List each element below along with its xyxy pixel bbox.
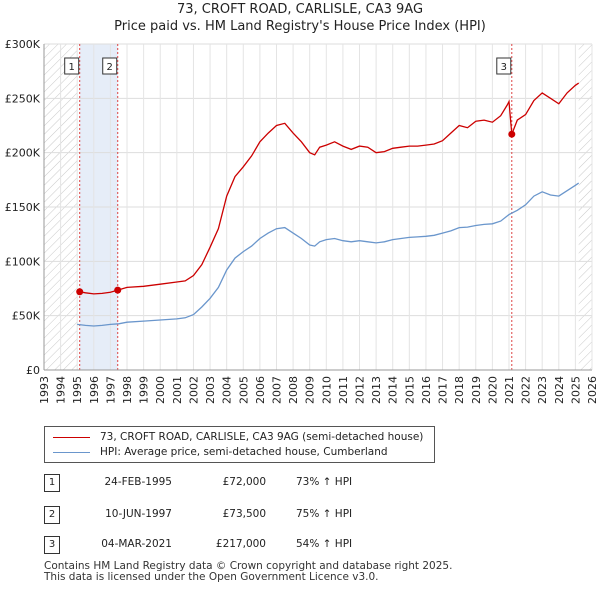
x-tick-label: 2026 <box>586 376 599 404</box>
y-tick-label: £100K <box>5 255 41 268</box>
x-tick-label: 2001 <box>171 376 184 404</box>
x-tick-label: 2023 <box>536 376 549 404</box>
sale-badge <box>496 57 512 75</box>
x-tick-label: 2003 <box>204 376 217 404</box>
sale-date: 10-JUN-1997 <box>105 508 172 520</box>
sale-hpi-change: 75% ↑ HPI <box>296 508 353 520</box>
sale-row: 2 10-JUN-1997 £73,500 75% ↑ HPI <box>44 506 444 524</box>
x-tick-label: 2008 <box>287 376 300 404</box>
x-tick-label: 2013 <box>370 376 383 404</box>
legend-swatch-hpi <box>53 451 90 453</box>
x-tick-label: 2011 <box>337 376 350 404</box>
footer-attribution: Contains HM Land Registry data © Crown c… <box>44 561 452 583</box>
sale-price: £217,000 <box>215 538 266 550</box>
x-tick-label: 2004 <box>221 376 234 404</box>
x-tick-label: 2007 <box>270 376 283 404</box>
sale-point <box>76 288 84 296</box>
y-tick-label: £300K <box>5 38 41 51</box>
footer-line-1: Contains HM Land Registry data © Crown c… <box>44 560 453 572</box>
x-tick-label: 1993 <box>38 376 51 404</box>
x-tick-label: 2005 <box>237 376 250 404</box>
hpi-line <box>77 182 580 327</box>
sale-badge-label: 2 <box>107 62 113 73</box>
y-tick-label: £200K <box>5 147 41 160</box>
sale-price: £73,500 <box>222 508 266 520</box>
sale-row: 3 04-MAR-2021 £217,000 54% ↑ HPI <box>44 536 444 554</box>
x-tick-label: 2006 <box>254 376 267 404</box>
legend-swatch-property <box>53 436 90 438</box>
x-tick-label: 2022 <box>520 376 533 404</box>
sale-hpi-change: 73% ↑ HPI <box>296 476 353 488</box>
x-tick-label: 2024 <box>553 376 566 404</box>
chart-subtitle: Price paid vs. HM Land Registry's House … <box>114 19 486 34</box>
x-tick-label: 1998 <box>121 376 134 404</box>
x-tick-label: 2014 <box>387 376 400 404</box>
sale-number-badge: 1 <box>44 474 60 492</box>
x-tick-label: 2009 <box>304 376 317 404</box>
sale-date: 04-MAR-2021 <box>101 538 172 550</box>
x-tick-label: 2020 <box>486 376 499 404</box>
x-tick-label: 2021 <box>503 376 516 404</box>
x-tick-label: 1994 <box>55 376 68 404</box>
x-tick-label: 2019 <box>470 376 483 404</box>
x-tick-label: 2012 <box>354 376 367 404</box>
x-tick-label: 2016 <box>420 376 433 404</box>
y-tick-label: £250K <box>5 92 41 105</box>
x-tick-label: 2015 <box>403 376 416 404</box>
sale-hpi-change: 54% ↑ HPI <box>296 538 353 550</box>
y-tick-label: £150K <box>5 201 41 214</box>
x-tick-label: 2010 <box>320 376 333 404</box>
legend-label-hpi: HPI: Average price, semi-detached house,… <box>100 446 388 458</box>
footer-line-2: This data is licensed under the Open Gov… <box>44 571 379 583</box>
sale-number-badge: 2 <box>44 506 60 524</box>
legend-item-property: 73, CROFT ROAD, CARLISLE, CA3 9AG (semi-… <box>53 430 423 444</box>
sale-point <box>508 130 516 138</box>
sale-badge-label: 1 <box>69 62 75 73</box>
x-tick-label: 1999 <box>138 376 151 404</box>
sale-point <box>114 286 122 294</box>
sale-number-badge: 3 <box>44 536 60 554</box>
sale-badge <box>64 57 80 75</box>
legend-item-hpi: HPI: Average price, semi-detached house,… <box>53 445 388 459</box>
sale-row: 1 24-FEB-1995 £72,000 73% ↑ HPI <box>44 474 444 492</box>
x-tick-label: 2000 <box>154 376 167 404</box>
sale-date: 24-FEB-1995 <box>104 476 172 488</box>
x-tick-label: 1995 <box>71 376 84 404</box>
y-tick-label: £50K <box>12 310 41 323</box>
x-tick-label: 2002 <box>187 376 200 404</box>
x-tick-label: 2017 <box>437 376 450 404</box>
sale-price: £72,000 <box>222 476 266 488</box>
y-tick-label: £0 <box>26 364 40 377</box>
legend: 73, CROFT ROAD, CARLISLE, CA3 9AG (semi-… <box>44 426 435 463</box>
x-tick-label: 1997 <box>104 376 117 404</box>
sale-badge-label: 3 <box>501 62 507 73</box>
x-tick-label: 2025 <box>569 376 582 404</box>
x-tick-label: 2018 <box>453 376 466 404</box>
price-chart: 1 2 3 £0 £50K £100K £150K £200K £250K £300K 1993 19… <box>5 38 599 404</box>
legend-label-property: 73, CROFT ROAD, CARLISLE, CA3 9AG (semi-… <box>100 431 424 443</box>
sale-badge <box>102 57 118 75</box>
chart-title: 73, CROFT ROAD, CARLISLE, CA3 9AG <box>176 2 424 17</box>
x-tick-label: 1996 <box>88 376 101 404</box>
property-price-line <box>79 82 580 295</box>
